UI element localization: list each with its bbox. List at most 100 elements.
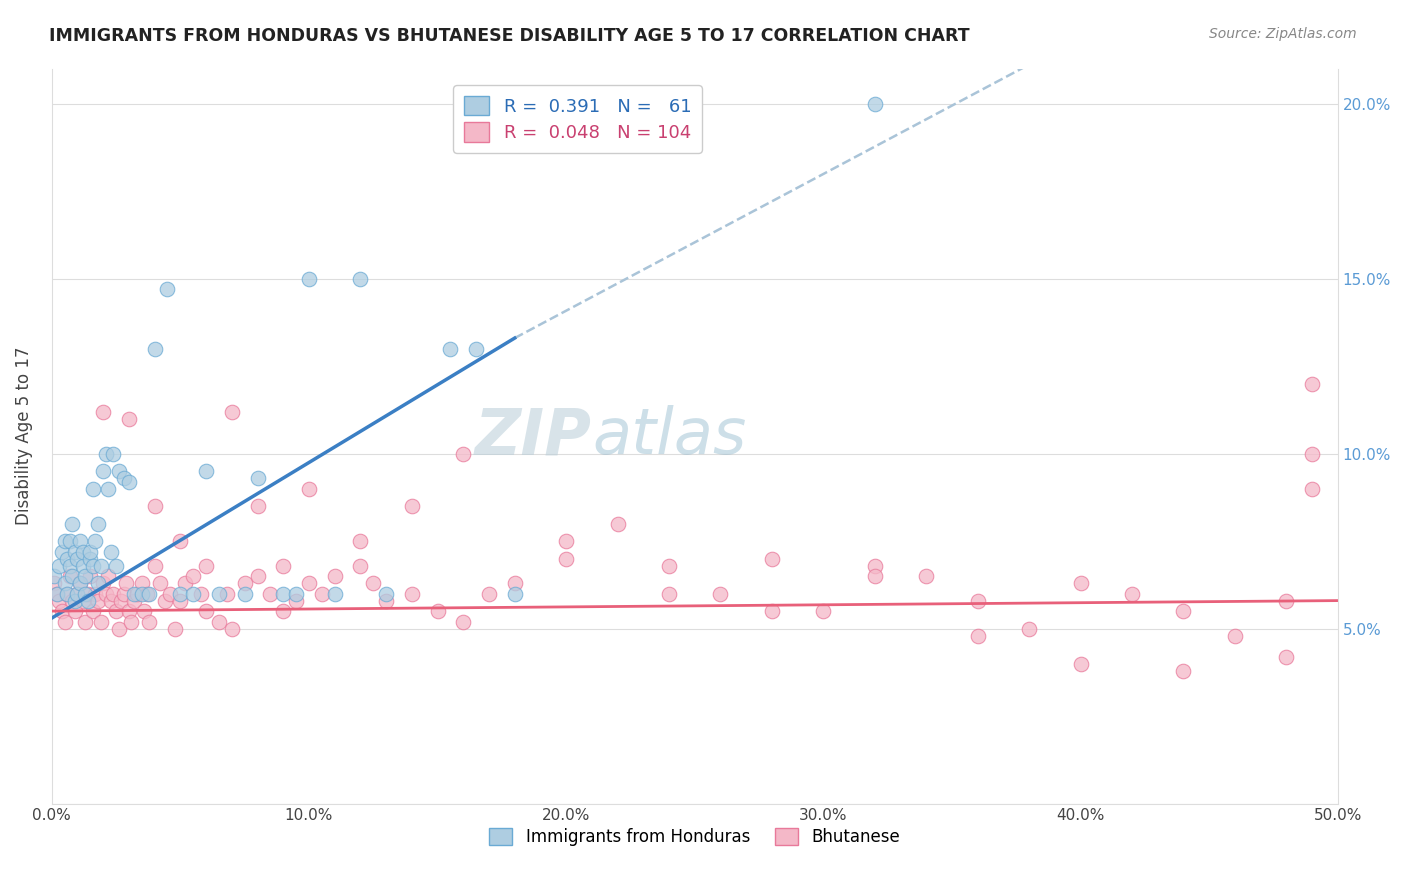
Y-axis label: Disability Age 5 to 17: Disability Age 5 to 17	[15, 347, 32, 525]
Point	[103, 446, 125, 460]
Point	[125, 586, 148, 600]
Point	[349, 558, 371, 573]
Point	[246, 569, 269, 583]
Point	[82, 558, 104, 573]
Point	[134, 604, 156, 618]
Point	[1070, 657, 1092, 671]
Point	[76, 586, 98, 600]
Point	[118, 411, 141, 425]
Point	[401, 499, 423, 513]
Point	[190, 586, 212, 600]
Point	[91, 464, 114, 478]
Point	[45, 586, 67, 600]
Point	[349, 534, 371, 549]
Point	[195, 604, 218, 618]
Point	[181, 586, 204, 600]
Point	[195, 464, 218, 478]
Point	[1275, 593, 1298, 607]
Point	[138, 586, 160, 600]
Point	[122, 586, 145, 600]
Point	[555, 534, 578, 549]
Point	[94, 586, 117, 600]
Point	[375, 586, 398, 600]
Point	[63, 593, 86, 607]
Point	[1301, 482, 1323, 496]
Point	[1121, 586, 1143, 600]
Point	[112, 586, 135, 600]
Point	[208, 586, 231, 600]
Point	[79, 551, 101, 566]
Point	[118, 475, 141, 489]
Text: atlas: atlas	[592, 405, 747, 467]
Point	[1275, 649, 1298, 664]
Point	[863, 569, 886, 583]
Point	[107, 464, 129, 478]
Point	[100, 544, 122, 558]
Point	[112, 471, 135, 485]
Point	[82, 482, 104, 496]
Point	[69, 534, 91, 549]
Point	[208, 615, 231, 629]
Point	[66, 586, 89, 600]
Point	[107, 622, 129, 636]
Point	[100, 593, 122, 607]
Point	[143, 558, 166, 573]
Point	[246, 471, 269, 485]
Point	[48, 593, 70, 607]
Point	[361, 576, 384, 591]
Point	[1223, 629, 1246, 643]
Point	[169, 534, 191, 549]
Point	[271, 558, 294, 573]
Point	[97, 569, 120, 583]
Point	[658, 558, 681, 573]
Point	[221, 622, 243, 636]
Point	[56, 586, 79, 600]
Point	[60, 569, 83, 583]
Point	[233, 576, 256, 591]
Point	[56, 586, 79, 600]
Point	[813, 604, 835, 618]
Point	[174, 576, 197, 591]
Point	[375, 593, 398, 607]
Point	[115, 576, 138, 591]
Point	[69, 576, 91, 591]
Point	[72, 558, 94, 573]
Point	[863, 96, 886, 111]
Point	[59, 534, 82, 549]
Point	[138, 615, 160, 629]
Point	[298, 271, 321, 285]
Point	[1301, 376, 1323, 391]
Point	[1301, 446, 1323, 460]
Point	[105, 558, 128, 573]
Point	[131, 576, 153, 591]
Point	[285, 593, 308, 607]
Point	[91, 576, 114, 591]
Point	[84, 534, 107, 549]
Point	[79, 569, 101, 583]
Text: Source: ZipAtlas.com: Source: ZipAtlas.com	[1209, 27, 1357, 41]
Point	[91, 404, 114, 418]
Point	[82, 604, 104, 618]
Point	[159, 586, 181, 600]
Text: IMMIGRANTS FROM HONDURAS VS BHUTANESE DISABILITY AGE 5 TO 17 CORRELATION CHART: IMMIGRANTS FROM HONDURAS VS BHUTANESE DI…	[49, 27, 970, 45]
Point	[221, 404, 243, 418]
Point	[349, 271, 371, 285]
Point	[131, 586, 153, 600]
Point	[323, 586, 346, 600]
Point	[271, 604, 294, 618]
Point	[87, 576, 110, 591]
Point	[169, 593, 191, 607]
Point	[966, 629, 988, 643]
Point	[59, 558, 82, 573]
Point	[503, 586, 526, 600]
Point	[75, 615, 97, 629]
Point	[79, 544, 101, 558]
Point	[1070, 576, 1092, 591]
Point	[59, 569, 82, 583]
Point	[63, 544, 86, 558]
Point	[465, 342, 488, 356]
Point	[75, 569, 97, 583]
Point	[75, 586, 97, 600]
Point	[103, 586, 125, 600]
Point	[105, 604, 128, 618]
